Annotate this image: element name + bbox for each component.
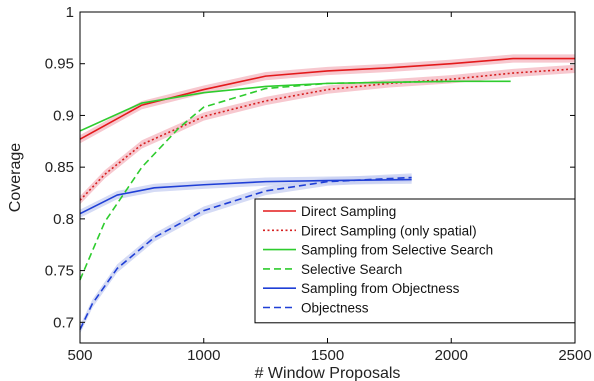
- y-tick-label: 0.95: [45, 56, 74, 73]
- legend-box: [254, 198, 576, 324]
- series-3-line: [79, 80, 452, 281]
- series-5-line: [79, 176, 412, 330]
- legend-label: Sampling from Objectness: [301, 281, 460, 296]
- series-0-band: [80, 54, 575, 144]
- legend: Direct Sampling Direct Sampling (only spa…: [254, 198, 576, 324]
- legend-label: Selective Search: [301, 262, 402, 277]
- legend-label: Objectness: [301, 301, 369, 316]
- x-tick-label: 1500: [311, 347, 344, 364]
- x-tick-label: 1000: [187, 347, 220, 364]
- x-axis-label: # Window Proposals: [255, 365, 401, 381]
- series-1-band: [80, 64, 575, 205]
- y-tick-label: 0.8: [53, 211, 74, 228]
- legend-label: Direct Sampling (only spatial): [301, 223, 477, 238]
- y-tick-label: 0.7: [53, 314, 74, 331]
- y-tick-label: 1: [66, 4, 74, 21]
- series-4-band: [80, 175, 412, 218]
- y-tick-label: 0.85: [45, 159, 74, 176]
- legend-label: Direct Sampling: [301, 204, 396, 219]
- series-1-line: [79, 68, 576, 201]
- legend-label: Sampling from Selective Search: [301, 243, 493, 258]
- x-tick-label: 2500: [558, 347, 591, 364]
- x-tick-label: 2000: [435, 347, 468, 364]
- x-tick-label: 500: [67, 347, 92, 364]
- y-tick-label: 0.9: [53, 107, 74, 124]
- y-axis: 0.7 0.75 0.8 0.85 0.9 0.95 1: [45, 4, 575, 331]
- confidence-bands: [80, 54, 575, 334]
- x-axis: 500 1000 1500 2000 2500: [67, 12, 592, 364]
- series-4-line: [79, 178, 412, 215]
- y-tick-label: 0.75: [45, 263, 74, 280]
- y-axis-label: Coverage: [7, 143, 24, 212]
- series-lines: [79, 57, 576, 330]
